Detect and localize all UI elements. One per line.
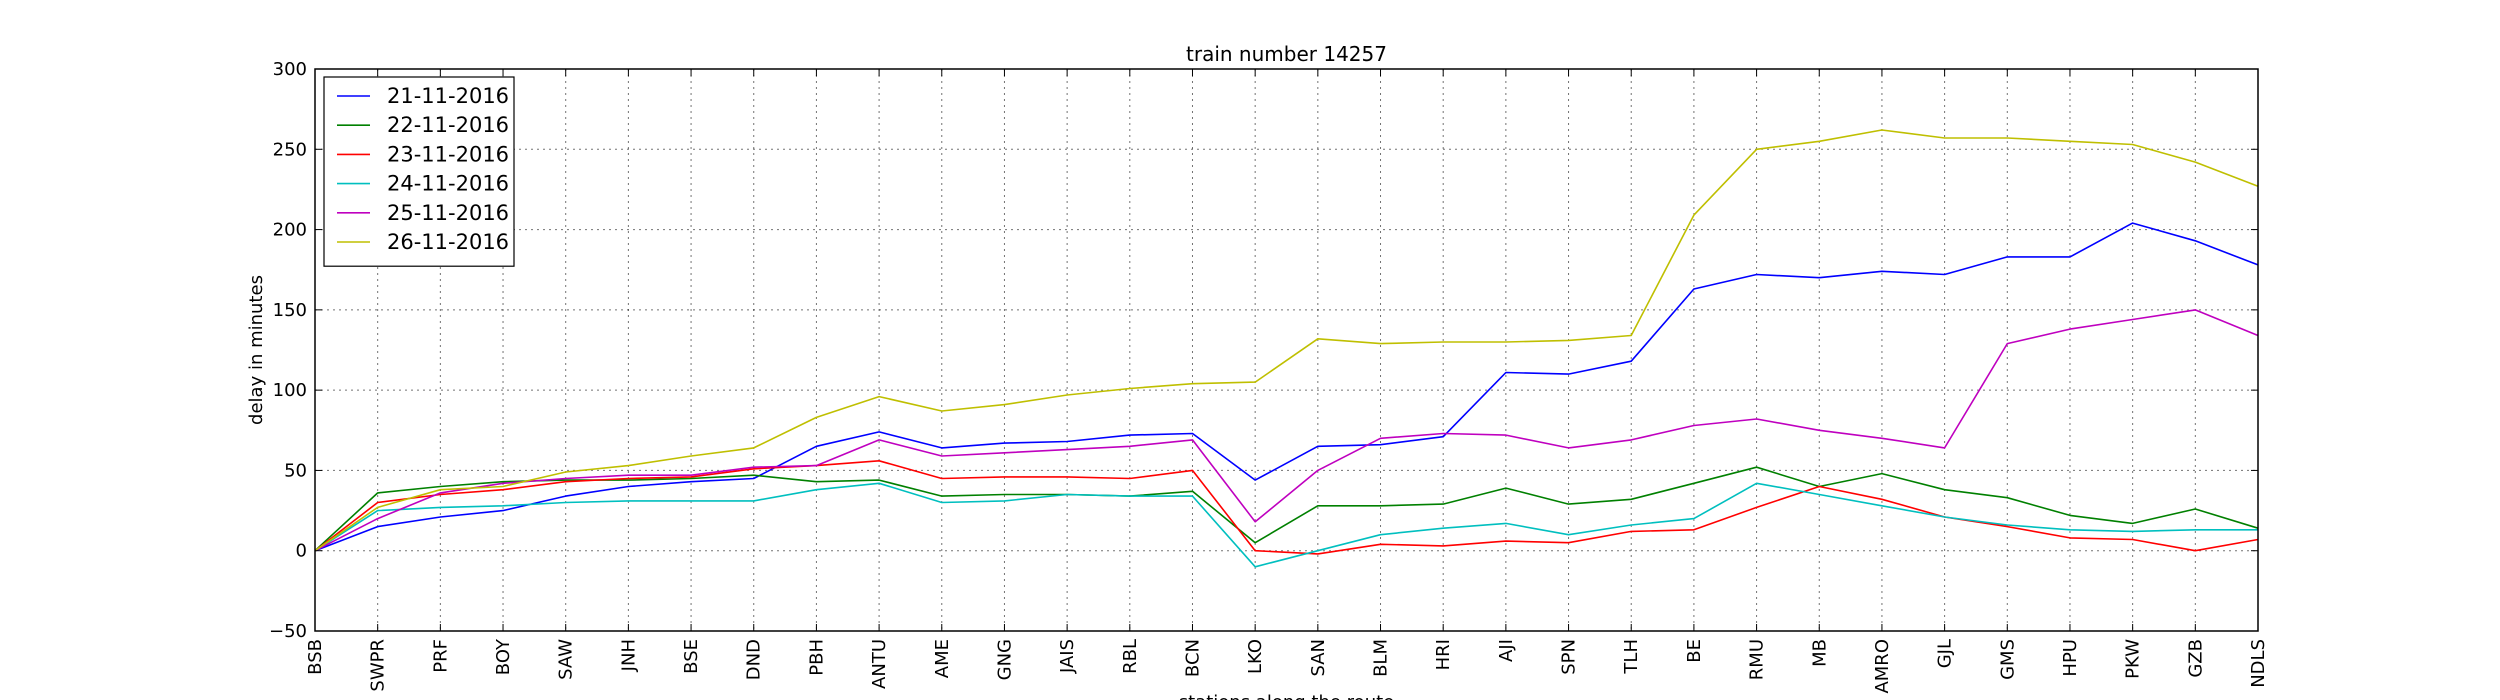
x-tick-label: GMS xyxy=(1997,639,2018,680)
x-tick-label: AJI xyxy=(1496,639,1517,662)
series-line xyxy=(314,309,2259,552)
x-tick-label: SPN xyxy=(1559,639,1580,675)
y-tick-label: 300 xyxy=(273,59,307,80)
x-tick-label: GZB xyxy=(2185,639,2206,678)
series-lines xyxy=(314,129,2259,568)
x-tick-label: RMU xyxy=(1747,639,1768,680)
x-axis-label: stations along the route xyxy=(1179,692,1394,700)
y-tick-label: 150 xyxy=(273,300,307,321)
x-tick-label: HRI xyxy=(1433,639,1454,670)
x-tick-label: AME xyxy=(932,639,953,678)
legend-label: 25-11-2016 xyxy=(387,201,509,225)
chart-title: train number 14257 xyxy=(1186,42,1387,66)
x-tick-label: SAN xyxy=(1308,639,1329,677)
y-tick-label: 100 xyxy=(273,380,307,401)
x-tick-label: JNH xyxy=(618,639,639,672)
x-tick-label: BSB xyxy=(305,639,326,675)
plot-frame xyxy=(314,68,2259,632)
x-tick-label: NDLS xyxy=(2248,639,2269,688)
legend-box xyxy=(323,76,515,267)
x-tick-label: GJL xyxy=(1935,639,1956,668)
legend-label: 24-11-2016 xyxy=(387,172,509,196)
x-tick-label: PRF xyxy=(430,639,451,673)
x-tick-label: HPU xyxy=(2060,639,2081,677)
x-tick-label: MB xyxy=(1809,639,1830,667)
x-tick-label: BCN xyxy=(1182,639,1203,677)
y-axis-ticks: −50 0 50 100 150 200 250 300 xyxy=(269,59,2258,642)
x-tick-label: ANTU xyxy=(869,639,890,689)
series-line xyxy=(314,222,2259,552)
series-line xyxy=(314,129,2259,552)
x-tick-label: PBH xyxy=(806,639,827,676)
series-line xyxy=(314,466,2259,552)
x-tick-label: RBL xyxy=(1120,639,1141,674)
x-tick-label: SAW xyxy=(556,639,577,680)
legend-label: 22-11-2016 xyxy=(387,113,509,137)
x-tick-label: BOY xyxy=(493,638,514,675)
series-line xyxy=(314,459,2259,555)
legend-label: 26-11-2016 xyxy=(387,230,509,254)
y-tick-label: 250 xyxy=(273,139,307,160)
x-tick-label: AMRO xyxy=(1872,639,1893,694)
y-axis-label: delay in minutes xyxy=(246,275,267,425)
x-tick-label: GNG xyxy=(994,639,1015,680)
y-tick-label: −50 xyxy=(269,621,307,642)
x-tick-label: PKW xyxy=(2123,639,2144,679)
x-tick-label: SWPR xyxy=(368,639,389,692)
grid-lines xyxy=(315,69,2258,631)
legend-label: 23-11-2016 xyxy=(387,142,509,166)
x-tick-label: TLH xyxy=(1621,639,1642,675)
x-tick-label: DND xyxy=(744,639,765,680)
x-tick-label: BE xyxy=(1684,639,1705,663)
x-tick-label: LKO xyxy=(1245,639,1266,674)
x-axis-ticks: BSB SWPR PRF BOY SAW JNH BSE DND PBH ANTU AME GNG JA… xyxy=(305,69,2269,694)
y-tick-label: 50 xyxy=(284,460,307,481)
x-tick-label: JAIS xyxy=(1057,639,1078,674)
y-tick-label: 200 xyxy=(273,220,307,241)
x-tick-label: BSE xyxy=(681,639,702,674)
series-line xyxy=(314,482,2258,568)
legend-label: 21-11-2016 xyxy=(387,84,509,108)
y-tick-label: 0 xyxy=(296,541,307,562)
legend: 21-11-2016 22-11-2016 23-11-2016 24-11-2016… xyxy=(323,76,515,267)
x-tick-label: BLM xyxy=(1371,639,1392,677)
